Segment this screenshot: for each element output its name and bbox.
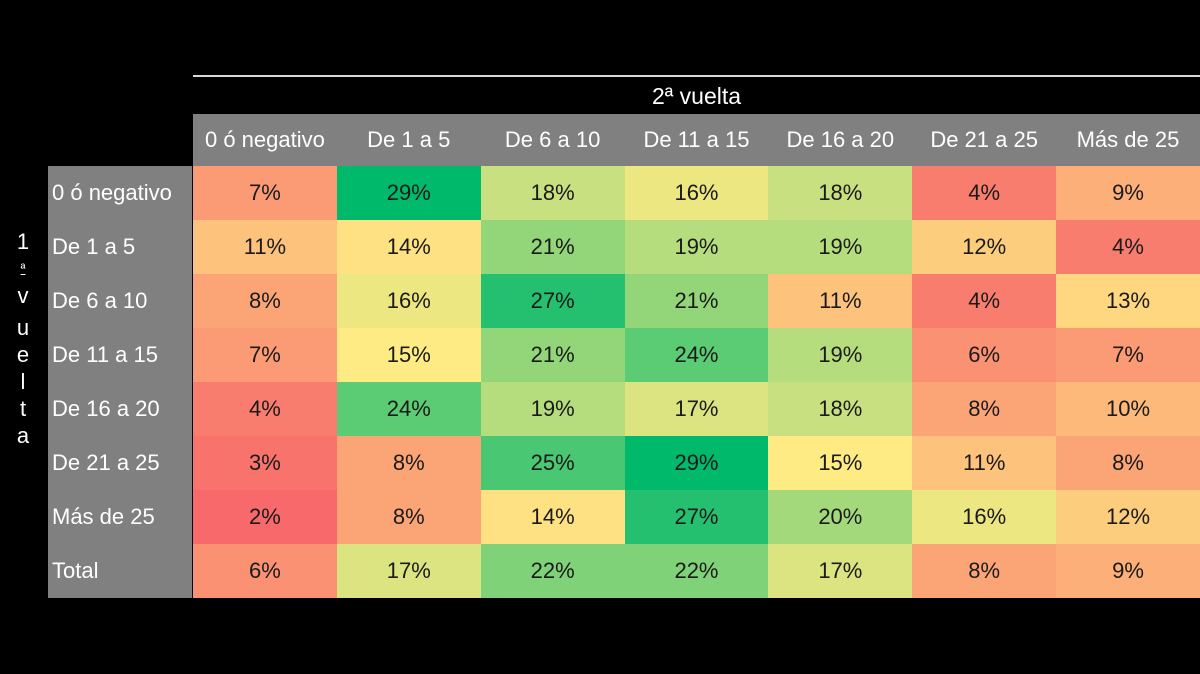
heatmap-cell: 9% (1056, 544, 1200, 598)
heatmap-cell: 11% (193, 220, 337, 274)
heatmap-cell: 18% (768, 166, 913, 220)
heatmap-cell: 9% (1056, 166, 1200, 220)
heatmap-cell: 27% (624, 490, 769, 544)
heatmap-cell: 24% (624, 328, 769, 382)
column-header: De 11 a 15 (643, 127, 750, 152)
heatmap-cell: 4% (912, 274, 1057, 328)
row-axis-title-char: a (16, 423, 30, 448)
heatmap-cell: 19% (480, 382, 625, 436)
column-header: De 6 a 10 (504, 127, 601, 152)
heatmap-cell: 2% (193, 490, 337, 544)
heatmap-cell: 25% (480, 436, 625, 490)
row-axis-title-char: u (16, 315, 30, 340)
row-header: 0 ó negativo (52, 180, 172, 205)
heatmap-cell: 17% (336, 544, 481, 598)
heatmap-cell: 11% (912, 436, 1057, 490)
column-header-row: 0 ó negativo De 1 a 5 De 6 a 10 De 11 a 15 D… (193, 114, 1200, 166)
heatmap-cell: 10% (1056, 382, 1200, 436)
heatmap-cell: 4% (1056, 220, 1200, 274)
heatmap-cell: 6% (193, 544, 337, 598)
heatmap-cell: 22% (624, 544, 769, 598)
row-header: De 11 a 15 (52, 342, 159, 367)
column-header: De 21 a 25 (930, 127, 1038, 152)
row-header: De 6 a 10 (52, 288, 148, 313)
heatmap-cell: 17% (624, 382, 769, 436)
heatmap-cell: 12% (1056, 490, 1200, 544)
heatmap-cell: 14% (336, 220, 481, 274)
heatmap-cell: 8% (1056, 436, 1200, 490)
row-axis-title-char: l (20, 369, 26, 394)
column-axis-title: 2ª vuelta (651, 82, 742, 109)
row-header: Total (52, 558, 99, 583)
heatmap-cell: 17% (768, 544, 913, 598)
heatmap-cell: 14% (480, 490, 625, 544)
row-header: Más de 25 (52, 504, 155, 529)
column-header: De 1 a 5 (367, 127, 451, 152)
heatmap-cell: 29% (336, 166, 481, 220)
heatmap-cell: 16% (624, 166, 769, 220)
heatmap-cell: 7% (193, 328, 337, 382)
heatmap-cell: 12% (912, 220, 1057, 274)
heatmap-cell: 7% (193, 166, 337, 220)
heatmap-cell: 15% (768, 436, 913, 490)
row-axis-title-char: v (17, 283, 29, 308)
row-axis-title-char: ª (20, 261, 26, 276)
heatmap-cell: 21% (624, 274, 769, 328)
row-axis-title-char: t (19, 396, 27, 421)
heatmap-cell: 8% (336, 436, 481, 490)
heatmap-cell: 19% (768, 220, 913, 274)
row-header: De 21 a 25 (52, 450, 160, 475)
heatmap-cell: 16% (912, 490, 1057, 544)
heatmap-cell: 21% (480, 220, 625, 274)
heatmap-cell: 22% (480, 544, 625, 598)
heatmap-cell: 24% (336, 382, 481, 436)
heatmap-cell: 15% (336, 328, 481, 382)
heatmap-cell: 19% (768, 328, 913, 382)
heatmap-cell: 11% (768, 274, 913, 328)
heatmap-cell: 27% (480, 274, 625, 328)
heatmap-cell: 7% (1056, 328, 1200, 382)
row-axis-title-char: 1 (16, 229, 30, 254)
heatmap-cell: 29% (624, 436, 769, 490)
heatmap-cell: 3% (193, 436, 337, 490)
heatmap-cell: 16% (336, 274, 481, 328)
heatmap-cell: 8% (912, 382, 1057, 436)
heatmap-cell: 8% (193, 274, 337, 328)
row-header-column: 0 ó negativo De 1 a 5 De 6 a 10 De 11 a 15 D… (48, 166, 192, 598)
heatmap-cell: 4% (912, 166, 1057, 220)
heatmap-cell: 8% (336, 490, 481, 544)
heatmap-cell: 18% (480, 166, 625, 220)
column-header: Más de 25 (1076, 127, 1180, 152)
heatmap-cell: 18% (768, 382, 913, 436)
row-axis-title-char: e (16, 342, 30, 367)
heatmap-cell: 8% (912, 544, 1057, 598)
heatmap-cell: 20% (768, 490, 913, 544)
row-header: De 16 a 20 (52, 396, 160, 421)
heatmap-cell: 19% (624, 220, 769, 274)
heatmap-cell: 4% (193, 382, 337, 436)
heatmap-grid: 7% 29% 18% 16% 18% 4% 9% 11% 14% 21% 19% 19% 12% 4% 8%… (193, 166, 1200, 598)
heatmap-cell: 21% (480, 328, 625, 382)
header-divider (193, 75, 1200, 77)
column-header: 0 ó negativo (204, 127, 325, 152)
row-header: De 1 a 5 (52, 234, 136, 259)
heatmap-cell: 6% (912, 328, 1057, 382)
heatmap-cell: 13% (1056, 274, 1200, 328)
column-header: De 16 a 20 (786, 127, 895, 152)
